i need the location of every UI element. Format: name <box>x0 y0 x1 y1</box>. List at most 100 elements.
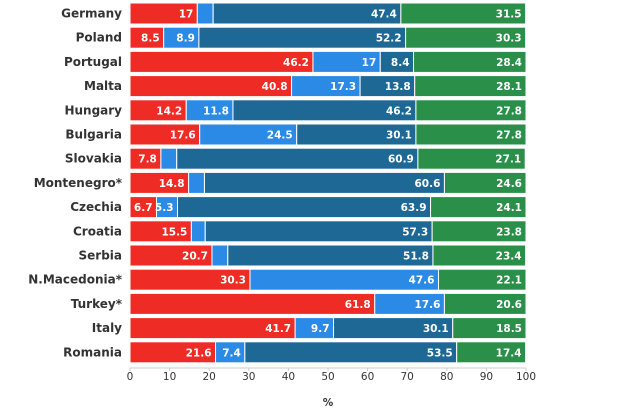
data-label: 28.4 <box>496 57 522 69</box>
data-label: 23.4 <box>496 251 522 263</box>
data-label: 46.2 <box>283 57 309 69</box>
data-label: 20.6 <box>496 299 522 311</box>
data-label: 27.8 <box>496 130 522 142</box>
bar-segment-series-green[interactable] <box>437 268 527 291</box>
data-label: 60.6 <box>414 178 440 190</box>
data-label: 17.6 <box>414 299 440 311</box>
x-tick-label: 0 <box>127 371 134 383</box>
data-label: 24.6 <box>496 178 522 190</box>
data-label: 17 <box>362 57 377 69</box>
data-label: 7.4 <box>222 347 241 359</box>
data-label: 14.2 <box>156 105 182 117</box>
data-label: 17 <box>179 9 194 21</box>
category-label: Poland <box>76 31 122 45</box>
bar-segment-series-green[interactable] <box>413 50 527 73</box>
data-label: 47.6 <box>409 275 435 287</box>
x-tick-label: 80 <box>440 371 453 383</box>
bar-segment-series-light-blue[interactable] <box>211 244 229 267</box>
data-label: 15.5 <box>161 226 187 238</box>
bar-segment-series-green[interactable] <box>452 317 527 340</box>
bar-segment-series-green[interactable] <box>417 147 526 170</box>
labels-group: Germany 17 47.4 31.5 Poland 8.5 8.9 52.2 30.3 Por… <box>28 7 522 360</box>
bar-segment-series-light-blue[interactable] <box>188 171 205 194</box>
bar-segment-series-red[interactable] <box>129 292 376 315</box>
data-label: 17.6 <box>170 130 196 142</box>
data-label: 23.8 <box>496 226 522 238</box>
data-label: 17.4 <box>496 347 522 359</box>
data-label: 27.8 <box>496 105 522 117</box>
bar-segment-series-dark-blue[interactable] <box>177 196 432 219</box>
data-label: 22.1 <box>496 275 522 287</box>
data-label: 57.3 <box>402 226 428 238</box>
data-label: 21.6 <box>186 347 212 359</box>
data-label: 30.1 <box>386 130 412 142</box>
x-tick-label: 70 <box>401 371 414 383</box>
data-label: 7.8 <box>138 154 157 166</box>
data-label: 8.9 <box>176 33 195 45</box>
x-tick-label: 90 <box>480 371 493 383</box>
data-label: 14.8 <box>159 178 185 190</box>
bar-segment-series-dark-blue[interactable] <box>244 341 458 364</box>
data-label: 18.5 <box>496 323 522 335</box>
bar-segment-series-dark-blue[interactable] <box>204 220 433 243</box>
x-tick-label: 100 <box>516 371 536 383</box>
category-label: Romania <box>63 345 122 359</box>
x-tick-label: 60 <box>361 371 374 383</box>
bar-segment-series-green[interactable] <box>456 341 527 364</box>
x-axis: 0 10 20 30 40 50 60 70 80 90 100% <box>127 367 536 409</box>
data-label: 63.9 <box>401 202 427 214</box>
category-label: Czechia <box>70 200 122 214</box>
category-label: Croatia <box>73 224 122 238</box>
category-label: Montenegro* <box>34 176 123 190</box>
bar-segment-series-green[interactable] <box>443 292 527 315</box>
data-label: 61.8 <box>345 299 371 311</box>
data-label: 6.7 <box>134 202 153 214</box>
category-label: Serbia <box>79 249 123 263</box>
data-label: 30.1 <box>423 323 449 335</box>
bar-segment-series-green[interactable] <box>432 244 527 267</box>
data-label: 40.8 <box>262 81 288 93</box>
data-label: 8.5 <box>141 33 160 45</box>
x-tick-label: 30 <box>242 371 255 383</box>
data-label: 24.5 <box>267 130 293 142</box>
category-label: Italy <box>92 321 122 335</box>
bar-segment-series-green[interactable] <box>443 171 527 194</box>
bar-segment-series-green[interactable] <box>415 123 527 146</box>
bar-segment-series-dark-blue[interactable] <box>198 26 407 49</box>
category-label: Slovakia <box>65 152 122 166</box>
data-label: 27.1 <box>495 154 521 166</box>
bar-segment-series-light-blue[interactable] <box>160 147 178 170</box>
bar-segment-series-green[interactable] <box>431 220 527 243</box>
bars-group <box>129 2 527 364</box>
data-label: 52.2 <box>376 33 402 45</box>
category-label: Malta <box>84 79 122 93</box>
data-label: 46.2 <box>386 105 412 117</box>
bar-segment-series-green[interactable] <box>414 75 527 98</box>
bar-segment-series-green[interactable] <box>405 26 527 49</box>
data-label: 9.7 <box>311 323 330 335</box>
data-label: 24.1 <box>496 202 522 214</box>
data-label: 30.3 <box>496 33 522 45</box>
bar-segment-series-dark-blue[interactable] <box>176 147 419 170</box>
bar-segment-series-green[interactable] <box>415 99 527 122</box>
category-label: Turkey* <box>71 297 123 311</box>
x-tick-label: 10 <box>163 371 176 383</box>
category-label: Portugal <box>64 55 122 69</box>
x-tick-label: 20 <box>203 371 216 383</box>
bar-segment-series-green[interactable] <box>430 196 527 219</box>
x-axis-title: % <box>323 397 334 409</box>
data-label: 20.7 <box>182 251 208 263</box>
x-tick-label: 40 <box>282 371 295 383</box>
data-label: 47.4 <box>371 9 397 21</box>
category-label: N.Macedonia* <box>28 273 122 287</box>
bar-segment-series-green[interactable] <box>400 2 527 25</box>
data-label: 13.8 <box>385 81 411 93</box>
data-label: 60.9 <box>388 154 414 166</box>
category-label: Germany <box>61 7 122 21</box>
bar-segment-series-light-blue[interactable] <box>190 220 206 243</box>
bar-segment-series-light-blue[interactable] <box>196 2 214 25</box>
data-label: 53.5 <box>427 347 453 359</box>
bar-segment-series-dark-blue[interactable] <box>203 171 445 194</box>
